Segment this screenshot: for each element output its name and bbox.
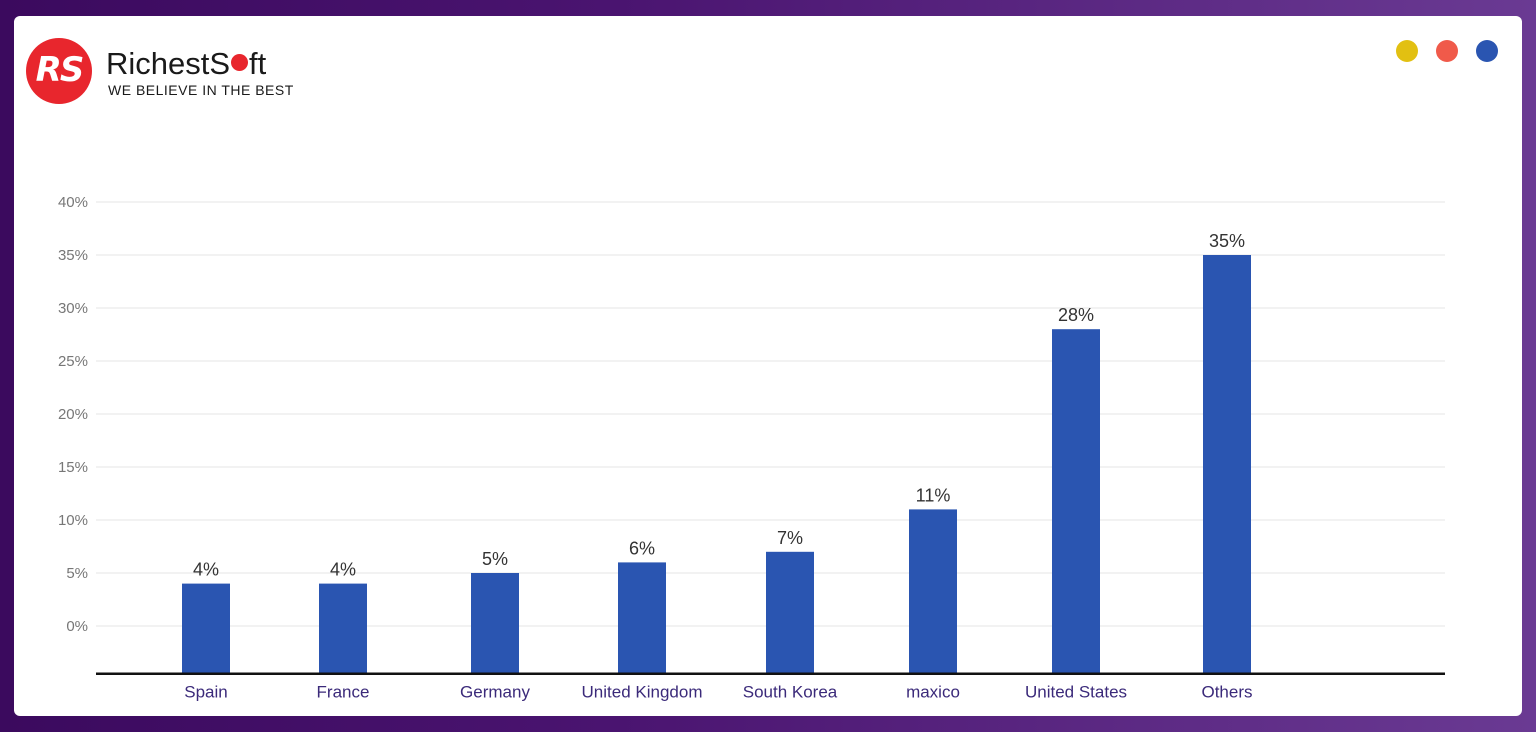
bar-chart: 0% 5% 10% 15% 20% 25% 30% 35% 40% 4% Spain 4% France… xyxy=(58,194,1445,702)
data-label: 4% xyxy=(193,560,219,580)
x-category-label: United Kingdom xyxy=(582,683,703,702)
chart-card: RS RichestS ft WE BELIEVE IN THE BEST 0% 5… xyxy=(14,16,1522,716)
yellow-dot-icon xyxy=(1396,40,1418,62)
red-dot-icon xyxy=(1436,40,1458,62)
x-category-label: United States xyxy=(1025,683,1127,702)
bar xyxy=(909,509,957,674)
y-tick-label: 40% xyxy=(58,194,88,211)
data-label: 6% xyxy=(629,538,655,558)
x-category-label: Spain xyxy=(184,683,227,702)
brand-tagline: WE BELIEVE IN THE BEST xyxy=(108,82,294,98)
window-dots xyxy=(1396,40,1498,62)
y-tick-label: 20% xyxy=(58,406,88,423)
y-tick-label: 15% xyxy=(58,459,88,476)
y-tick-label: 30% xyxy=(58,300,88,317)
brand-dot-icon xyxy=(231,54,249,71)
data-label: 28% xyxy=(1058,305,1094,325)
data-label: 35% xyxy=(1209,231,1245,251)
y-tick-label: 10% xyxy=(58,512,88,529)
data-label: 5% xyxy=(482,549,508,569)
logo-badge: RS xyxy=(26,38,92,104)
brand-name: RichestS ft xyxy=(106,46,266,82)
bar xyxy=(1203,255,1251,674)
x-category-label: South Korea xyxy=(743,683,838,702)
x-category-label: France xyxy=(317,683,370,702)
bar xyxy=(766,551,814,674)
x-category-label: Germany xyxy=(460,683,530,702)
y-tick-label: 0% xyxy=(66,618,88,635)
bar xyxy=(319,583,367,674)
x-category-label: Others xyxy=(1201,683,1252,702)
logo-letters: RS xyxy=(35,50,85,90)
blue-dot-icon xyxy=(1476,40,1498,62)
bar xyxy=(471,573,519,674)
data-label: 7% xyxy=(777,528,803,548)
y-tick-label: 5% xyxy=(66,565,88,582)
y-tick-label: 35% xyxy=(58,247,88,264)
brand-name-part2: ft xyxy=(249,46,267,81)
x-category-label: maxico xyxy=(906,683,960,702)
y-tick-label: 25% xyxy=(58,353,88,370)
bar xyxy=(618,562,666,674)
data-label: 4% xyxy=(330,560,356,580)
bar xyxy=(182,583,230,674)
data-label: 11% xyxy=(916,485,951,505)
brand-name-part1: RichestS xyxy=(106,46,231,81)
bar xyxy=(1052,329,1100,674)
brand-logo[interactable]: RS RichestS ft WE BELIEVE IN THE BEST xyxy=(26,38,326,110)
